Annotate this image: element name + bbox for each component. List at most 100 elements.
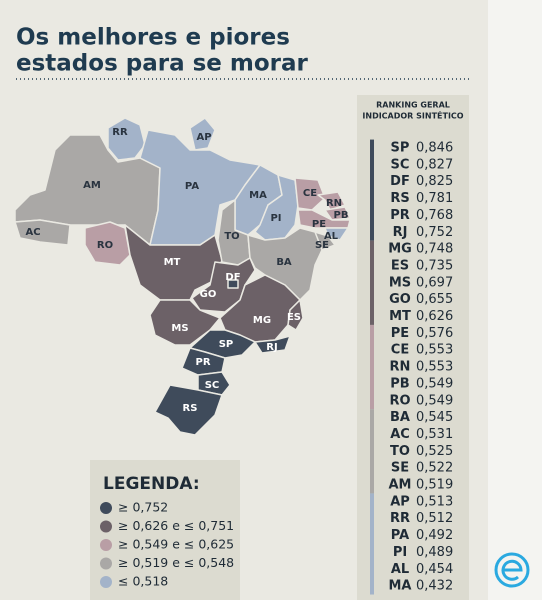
state-label: DF <box>225 272 240 283</box>
state-label: AL <box>324 231 339 242</box>
state-label: RO <box>97 240 113 251</box>
state-code: RO <box>389 393 410 408</box>
state-code: DF <box>390 174 410 189</box>
state-rs <box>154 384 223 436</box>
index-value: 0,846 <box>416 141 453 156</box>
group-bar <box>370 493 374 595</box>
state-code: PA <box>391 528 409 543</box>
state-code: MG <box>388 242 412 257</box>
map <box>14 117 351 436</box>
state-label: PE <box>312 219 326 230</box>
index-value: 0,512 <box>416 511 453 526</box>
state-label: PB <box>334 210 349 221</box>
state-code: SC <box>391 157 410 172</box>
index-value: 0,697 <box>416 275 453 290</box>
index-value: 0,748 <box>416 242 453 257</box>
index-value: 0,827 <box>416 157 453 172</box>
title-line: estados para se morar <box>16 51 309 77</box>
state-rj <box>254 335 291 354</box>
state-label: RJ <box>266 342 277 353</box>
state-label: SC <box>205 380 220 391</box>
state-label: RR <box>112 127 128 138</box>
group-bar <box>370 139 374 241</box>
state-label: SE <box>315 240 329 251</box>
group-bar <box>370 409 374 494</box>
legend-panel <box>90 460 240 600</box>
state-ro <box>84 221 131 266</box>
legend-swatch <box>100 539 112 551</box>
state-label: CE <box>303 188 317 199</box>
legend-label: ≥ 0,752 <box>118 500 168 515</box>
index-value: 0,655 <box>416 292 453 307</box>
ranking-list: SP 0,846 SC 0,827 DF 0,825 RS 0,781 PR 0,768 RJ 0,7… <box>370 139 453 595</box>
legend-label: ≥ 0,626 e ≤ 0,751 <box>118 518 234 533</box>
map-labels: RR AP AM PA AC RO MT MA PI CE RN PB PE A… <box>25 127 348 414</box>
state-pb <box>324 206 351 221</box>
state-label: MA <box>249 190 267 201</box>
state-code: TO <box>390 444 410 459</box>
state-code: SE <box>391 461 409 476</box>
group-bar <box>370 240 374 325</box>
state-es <box>287 299 304 331</box>
state-rr <box>107 117 146 161</box>
index-value: 0,576 <box>416 326 453 341</box>
index-value: 0,549 <box>416 376 453 391</box>
state-label: PI <box>270 213 281 224</box>
index-value: 0,454 <box>416 562 453 577</box>
state-label: PR <box>195 357 210 368</box>
state-code: RJ <box>393 225 408 240</box>
state-label: MT <box>164 257 181 268</box>
index-value: 0,768 <box>416 208 453 223</box>
state-code: ES <box>391 258 409 273</box>
state-pe <box>297 209 351 229</box>
index-value: 0,825 <box>416 174 453 189</box>
state-label: AP <box>196 132 211 143</box>
title-line: Os melhores e piores <box>16 25 290 51</box>
state-ms <box>149 299 221 346</box>
state-label: MG <box>253 315 271 326</box>
logo <box>494 552 530 588</box>
legend-swatch <box>100 576 112 588</box>
state-label: RN <box>326 198 342 209</box>
state-label: SP <box>219 339 234 350</box>
state-code: CE <box>391 343 409 358</box>
state-label: TO <box>224 231 239 242</box>
state-code: PR <box>390 208 410 223</box>
state-code: PB <box>390 376 409 391</box>
index-value: 0,489 <box>416 545 453 560</box>
index-value: 0,735 <box>416 258 453 273</box>
state-code: PI <box>393 545 407 560</box>
group-bar <box>370 324 374 410</box>
state-code: GO <box>389 292 411 307</box>
index-value: 0,522 <box>416 461 453 476</box>
state-code: AM <box>389 478 412 493</box>
state-ce <box>294 177 326 211</box>
index-value: 0,545 <box>416 410 453 425</box>
state-code: BA <box>390 410 410 425</box>
legend-label: ≥ 0,549 e ≤ 0,625 <box>118 537 234 552</box>
legend-swatch <box>100 557 112 570</box>
state-code: MS <box>389 275 411 290</box>
index-value: 0,519 <box>416 478 453 493</box>
index-value: 0,525 <box>416 444 453 459</box>
state-label: AM <box>83 180 101 191</box>
state-code: RS <box>390 191 409 206</box>
state-sc <box>197 371 231 396</box>
state-code: MT <box>389 309 411 324</box>
state-code: RN <box>390 360 411 375</box>
state-code: AC <box>390 427 410 442</box>
state-code: AP <box>390 494 410 509</box>
index-value: 0,492 <box>416 528 453 543</box>
state-label: PA <box>185 181 199 192</box>
state-code: RR <box>390 511 410 526</box>
legend-title: LEGENDA: <box>103 474 200 494</box>
index-value: 0,549 <box>416 393 453 408</box>
index-value: 0,781 <box>416 191 453 206</box>
state-ap <box>189 117 216 151</box>
legend-label: ≤ 0,518 <box>118 574 168 589</box>
legend-swatch <box>100 502 112 514</box>
state-df <box>227 279 239 289</box>
state-label: MS <box>171 323 188 334</box>
ranking-title: INDICADOR SINTÉTICO <box>362 110 463 121</box>
